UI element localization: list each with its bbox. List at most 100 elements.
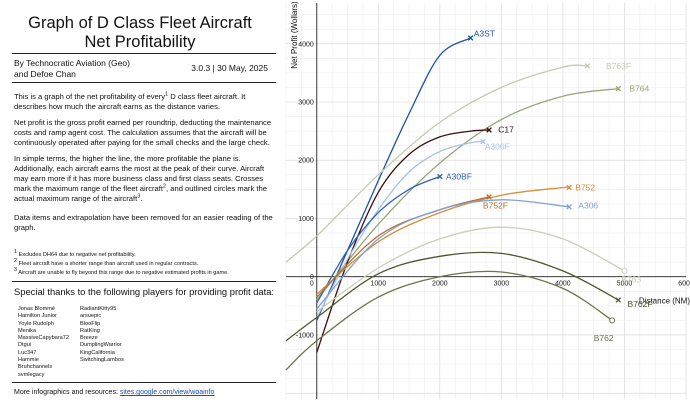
- actual-range-circle-b762: [609, 317, 616, 324]
- y-tick-label: 0: [310, 274, 314, 281]
- series-line-a306f: [316, 140, 483, 318]
- contributors-column-1: Jonas Blommé Hamilton Junior Yoyle Rudol…: [18, 306, 69, 379]
- footnote-1-number: 1: [14, 249, 18, 256]
- contributor-name: Jonas Blommé: [18, 306, 55, 312]
- x-tick-label: 1000: [371, 281, 387, 288]
- y-tick-label: 2000: [298, 158, 314, 165]
- contributors-column-2: RadiantKitty95 arsuepic BlooFlip RatKing…: [80, 306, 124, 364]
- series-line-a3st: [316, 37, 471, 321]
- contributor-name: MassiveCapybara72: [18, 335, 69, 342]
- x-tick-label: 4000: [555, 281, 571, 288]
- contributor-name: Hamilton Junior: [18, 313, 57, 320]
- series-label-a306f: A306F: [485, 141, 510, 151]
- intro-text-b: D class fleet aircraft. It describes how…: [14, 92, 246, 111]
- series-label-c17: C17: [498, 124, 514, 134]
- thanks-divider: [12, 281, 276, 282]
- actual-range-circle-b763: [621, 267, 628, 274]
- contributor-name: Breeze: [80, 335, 98, 342]
- series-line-b763f: [285, 64, 588, 263]
- series-label-b752: B752: [575, 183, 595, 193]
- byline-divider: [12, 82, 276, 83]
- contributor-name: Yoyle Rudolph: [18, 320, 54, 327]
- title-line-1: Graph of D Class Fleet Aircraft: [28, 14, 252, 32]
- contributor-name: Bruhchannels: [18, 364, 53, 371]
- x-tick-label: 0: [310, 281, 314, 288]
- series-line-b762f: [285, 251, 619, 342]
- contributor-name: BlooFlip: [80, 320, 101, 327]
- byline-line-2: and Defoe Chan: [14, 69, 76, 79]
- series-line-a306: [316, 199, 570, 310]
- y-tick-label: 3000: [298, 100, 314, 107]
- contributor-name: DumplingWarrior: [80, 342, 122, 349]
- series-label-a306: A306: [578, 201, 598, 211]
- contributor-name: Dtgui: [18, 342, 32, 349]
- max-range-marker-a30bf: [437, 173, 443, 180]
- y-tick-label: -1000: [296, 332, 314, 339]
- page-title: Graph of D Class Fleet Aircraft Net Prof…: [14, 14, 266, 52]
- series-line-a30bf: [316, 175, 441, 304]
- profit-chart: 0 1000 2000 3000 4000 5000 6000 -1000 0 1000 2000 3…: [282, 0, 690, 402]
- x-tick-label: 5000: [617, 281, 633, 288]
- reading-text-b: , and outlined circles mark the actual m…: [14, 184, 267, 203]
- footnote-3-number: 3: [14, 267, 18, 274]
- series-label-a30bf: A30BF: [446, 172, 472, 182]
- series-label-b762f: B762F: [628, 299, 653, 309]
- max-range-marker-b763f: [584, 63, 591, 69]
- max-range-marker-a3st: [467, 35, 474, 41]
- version-date: 3.0.3 | 30 May, 2025: [191, 63, 268, 73]
- x-axis-label: Distance (NM): [639, 296, 690, 305]
- footnote-ref-2: 2: [162, 183, 167, 190]
- series-label-b752f: B752F: [483, 201, 508, 211]
- series-label-b763: B763: [621, 275, 641, 285]
- series-label-b762: B762: [594, 333, 614, 343]
- footnote-2-text: Fleet aircraft have a shorter range than…: [17, 261, 199, 267]
- footnote-3-text: Aircraft are unable to fly beyond this r…: [17, 270, 229, 276]
- max-range-marker-a306: [566, 204, 572, 210]
- intro-paragraph: This is a graph of the net profitability…: [14, 92, 276, 112]
- max-range-marker-b752f: [486, 194, 492, 200]
- y-tick-label: 4000: [298, 41, 314, 48]
- contributor-name: RadiantKitty95: [80, 306, 117, 312]
- title-divider: [12, 53, 276, 54]
- footnote-ref-3: 3: [137, 193, 141, 200]
- contributor-name: svmlegacy: [18, 371, 45, 378]
- series-label-b764: B764: [629, 84, 649, 94]
- thanks-heading: Special thanks to the following players …: [14, 286, 275, 297]
- disclaimer-paragraph: Data items and extrapolation have been r…: [14, 213, 273, 232]
- x-tick-label: 6000: [678, 281, 690, 288]
- max-range-marker-b764: [615, 85, 622, 92]
- text-panel: Graph of D Class Fleet Aircraft Net Prof…: [0, 0, 280, 402]
- footnote-3: 3 Aircraft are unable to fly beyond this…: [14, 267, 276, 277]
- contributor-name: SwitchingLambos: [80, 357, 124, 364]
- contributor-name: KingCalifornia: [80, 349, 115, 356]
- title-line-2: Net Profitability: [84, 33, 196, 51]
- net-profit-paragraph: Net profit is the gross profit earned pe…: [14, 118, 272, 147]
- resources-link[interactable]: sites.google.com/view/woainfo: [119, 389, 215, 396]
- series-label-b763f: B763F: [606, 61, 631, 71]
- reading-guide-paragraph: In simple terms, the higher the line, th…: [14, 154, 276, 204]
- series-label-a3st: A3ST: [474, 28, 495, 38]
- max-range-marker-b752: [566, 184, 572, 191]
- reading-text-c: .: [140, 194, 143, 203]
- y-axis-label: Net Profit (Wollars): [290, 1, 299, 69]
- footnote-ref-1: 1: [165, 91, 169, 98]
- series-line-b763: [316, 226, 625, 313]
- contributor-name: Menika: [18, 327, 37, 334]
- chart-svg: 0 1000 2000 3000 4000 5000 6000 -1000 0 1000 2000 3…: [285, 1, 690, 399]
- x-tick-label: 3000: [494, 281, 510, 288]
- byline-line-1: By Technocratic Aviation (Geo): [14, 58, 130, 68]
- footnote-1-text: Excludes DH64 due to negative net profit…: [17, 252, 136, 258]
- footer: More infographics and resources: sites.g…: [14, 389, 214, 396]
- max-range-marker-a306f: [480, 138, 486, 145]
- footnote-2-number: 2: [14, 258, 18, 265]
- series-line-b764: [316, 87, 619, 301]
- max-range-marker-c17: [486, 127, 492, 133]
- contributor-name: RatKing: [80, 327, 100, 334]
- series-line-c17: [316, 129, 490, 353]
- footer-divider: [12, 382, 276, 383]
- contributor-name: arsuepic: [80, 313, 102, 320]
- byline: By Technocratic Aviation (Geo) and Defoe…: [14, 58, 174, 80]
- series-line-b762: [285, 270, 613, 371]
- x-tick-label: 2000: [432, 281, 448, 288]
